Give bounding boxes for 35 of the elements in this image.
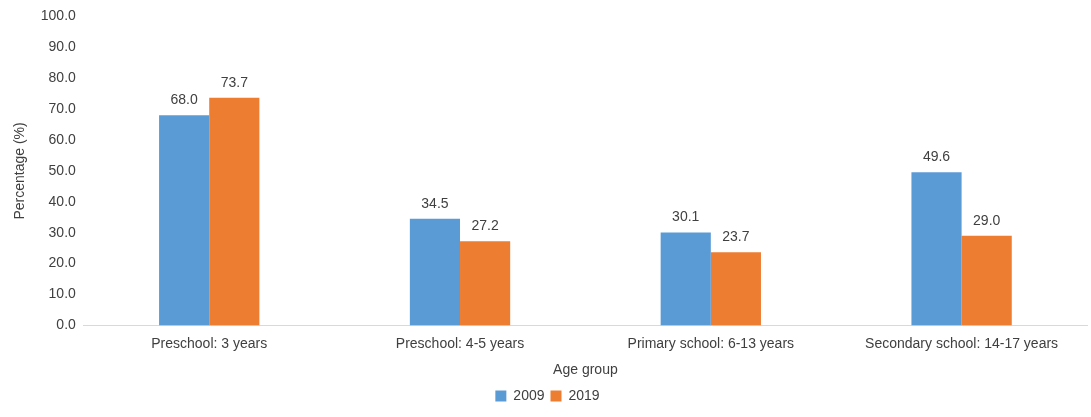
bar — [660, 232, 711, 326]
data-label: 30.1 — [672, 208, 700, 225]
legend-label: 2009 — [513, 386, 545, 403]
y-tick-label: 30.0 — [48, 223, 77, 240]
y-tick-label: 50.0 — [48, 161, 77, 178]
y-tick-label: 20.0 — [48, 254, 77, 271]
bar — [409, 218, 461, 326]
data-label: 23.7 — [722, 228, 750, 245]
y-axis-title: Percentage (%) — [11, 122, 28, 220]
bar — [710, 252, 761, 326]
x-tick-label: Preschool: 3 years — [151, 334, 268, 351]
data-label: 34.5 — [421, 194, 449, 211]
data-label: 29.0 — [973, 211, 1001, 228]
bar — [159, 115, 210, 326]
data-label: 68.0 — [170, 91, 198, 108]
y-tick-label: 40.0 — [48, 192, 77, 209]
data-label: 27.2 — [471, 217, 499, 234]
data-label: 49.6 — [922, 148, 951, 164]
y-tick-label: 0.0 — [56, 316, 77, 333]
x-tick-label: Secondary school: 14-17 years — [865, 334, 1059, 351]
y-tick-label: 10.0 — [48, 285, 77, 302]
y-tick-label: 80.0 — [48, 69, 77, 86]
bar — [961, 235, 1012, 326]
bar — [209, 97, 260, 326]
y-tick-label: 100.0 — [40, 7, 77, 24]
x-tick-label: Preschool: 4-5 years — [395, 334, 525, 351]
bar — [911, 172, 962, 326]
bar — [460, 241, 511, 326]
y-tick-label: 70.0 — [48, 99, 77, 116]
legend-label: 2019 — [568, 386, 600, 403]
x-tick-label: Primary school: 6-13 years — [627, 334, 795, 351]
data-label: 73.7 — [220, 73, 249, 90]
y-tick-label: 60.0 — [48, 130, 77, 147]
x-axis-title: Age group — [553, 361, 618, 378]
y-tick-label: 90.0 — [48, 38, 77, 55]
